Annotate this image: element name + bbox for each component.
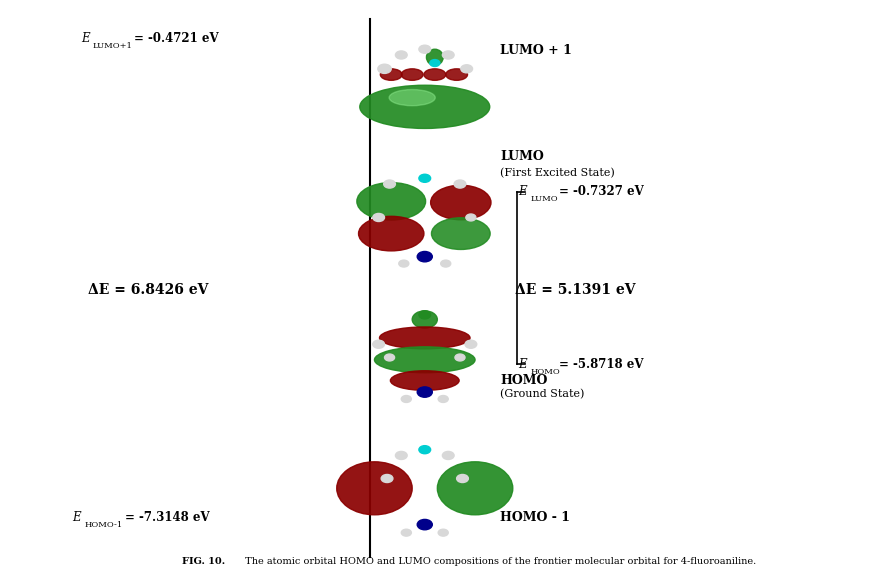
Text: = -7.3148 eV: = -7.3148 eV [126, 511, 210, 523]
Text: HOMO-1: HOMO-1 [85, 521, 122, 529]
Circle shape [465, 340, 477, 349]
Circle shape [441, 260, 450, 267]
Text: = -0.7327 eV: = -0.7327 eV [559, 185, 643, 198]
Circle shape [417, 251, 432, 262]
Circle shape [402, 529, 411, 536]
Text: = -5.8718 eV: = -5.8718 eV [559, 358, 643, 371]
Circle shape [384, 354, 395, 361]
Text: E: E [72, 511, 81, 523]
Ellipse shape [446, 69, 468, 80]
Ellipse shape [437, 462, 512, 515]
Circle shape [443, 51, 454, 59]
Text: LUMO + 1: LUMO + 1 [500, 44, 572, 57]
Text: E: E [519, 358, 527, 371]
Text: HOMO: HOMO [500, 374, 547, 387]
Text: LUMO: LUMO [500, 151, 544, 163]
Text: ΔE = 6.8426 eV: ΔE = 6.8426 eV [88, 283, 209, 296]
Text: E: E [81, 32, 90, 45]
Ellipse shape [431, 218, 490, 250]
Circle shape [395, 51, 407, 59]
Circle shape [395, 452, 407, 460]
Circle shape [373, 214, 384, 222]
Circle shape [417, 387, 432, 397]
Circle shape [455, 354, 465, 361]
Ellipse shape [402, 69, 423, 80]
Circle shape [402, 395, 411, 402]
Ellipse shape [424, 69, 446, 80]
Circle shape [443, 452, 454, 460]
Text: HOMO - 1: HOMO - 1 [500, 511, 570, 523]
Circle shape [378, 64, 391, 74]
Text: The atomic orbital HOMO and LUMO compositions of the frontier molecular orbital : The atomic orbital HOMO and LUMO composi… [242, 557, 756, 566]
Circle shape [419, 45, 430, 53]
Ellipse shape [337, 462, 412, 515]
Ellipse shape [412, 311, 437, 328]
Circle shape [419, 311, 430, 319]
Ellipse shape [375, 347, 475, 373]
Circle shape [454, 180, 466, 188]
Text: E: E [519, 185, 527, 198]
Circle shape [419, 174, 430, 182]
Circle shape [399, 260, 409, 267]
Circle shape [438, 529, 448, 536]
Circle shape [419, 446, 430, 454]
Circle shape [384, 180, 395, 188]
Circle shape [461, 65, 472, 73]
Ellipse shape [390, 371, 459, 390]
Circle shape [466, 214, 476, 221]
Text: = -0.4721 eV: = -0.4721 eV [134, 32, 218, 45]
Ellipse shape [389, 90, 436, 106]
Text: ΔE = 5.1391 eV: ΔE = 5.1391 eV [515, 283, 636, 296]
Ellipse shape [380, 327, 470, 349]
Text: LUMO+1: LUMO+1 [93, 42, 133, 50]
Text: (First Excited State): (First Excited State) [500, 168, 615, 178]
Circle shape [457, 474, 468, 482]
Circle shape [438, 395, 448, 402]
Circle shape [430, 60, 440, 67]
Ellipse shape [357, 182, 426, 220]
Ellipse shape [430, 185, 491, 220]
Text: (Ground State): (Ground State) [500, 389, 585, 400]
Circle shape [382, 474, 393, 482]
Text: LUMO: LUMO [531, 195, 558, 203]
Text: HOMO: HOMO [531, 368, 560, 376]
Circle shape [417, 519, 432, 530]
Circle shape [373, 340, 384, 349]
Text: FIG. 10.: FIG. 10. [182, 557, 224, 566]
Ellipse shape [360, 85, 490, 129]
Ellipse shape [426, 49, 443, 65]
Ellipse shape [359, 217, 424, 251]
Ellipse shape [381, 69, 402, 80]
